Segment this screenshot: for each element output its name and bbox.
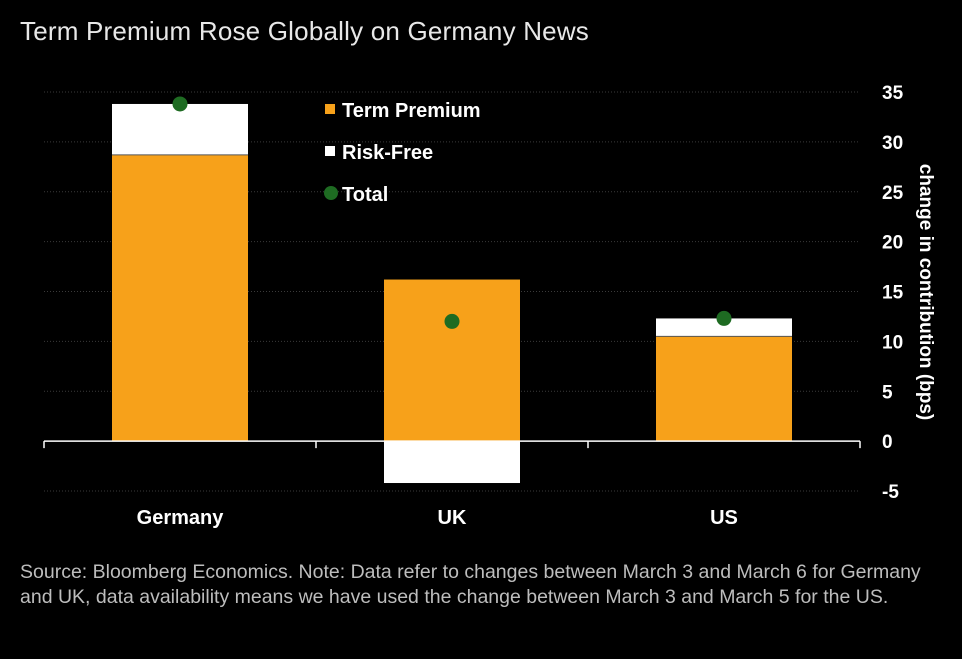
y-axis: 35 30 25 20 15 10 5 0 -5 (43, 83, 904, 503)
legend: Term Premium Risk-Free Total (324, 100, 481, 206)
y-tick-label: 15 (882, 283, 904, 304)
term-premium-bar (384, 279, 520, 442)
x-tick-label: Germany (137, 507, 225, 529)
source-note: Source: Bloomberg Economics. Note: Data … (20, 561, 921, 608)
risk-free-bar (656, 318, 792, 337)
chart-title: Term Premium Rose Globally on Germany Ne… (20, 16, 590, 46)
total-dots (172, 96, 732, 329)
legend-label: Term Premium (342, 100, 481, 122)
y-tick-label: 0 (882, 432, 893, 453)
legend-marker (325, 104, 335, 114)
legend-label: Risk-Free (342, 142, 433, 164)
legend-label: Total (342, 184, 388, 206)
x-tick-label: UK (438, 507, 467, 529)
legend-marker (325, 146, 335, 156)
y-tick-label: 5 (882, 382, 893, 403)
x-tick-label: US (710, 507, 738, 529)
y-tick-label: -5 (882, 482, 899, 503)
total-dot (172, 96, 188, 112)
y-tick-label: 30 (882, 133, 903, 154)
term-premium-bar (656, 336, 792, 442)
y-tick-label: 25 (882, 183, 904, 204)
y-tick-label: 35 (882, 83, 904, 104)
bars (112, 103, 792, 484)
term-premium-bar (112, 154, 248, 442)
y-tick-label: 20 (882, 233, 903, 254)
total-dot (444, 313, 460, 329)
risk-free-bar (384, 441, 520, 484)
y-axis-label: change in contribution (bps) (915, 164, 936, 420)
total-dot (716, 310, 732, 326)
legend-marker-total (324, 186, 338, 200)
x-axis: Germany UK US (137, 507, 738, 529)
y-tick-label: 10 (882, 332, 903, 353)
bar-chart: 35 30 25 20 15 10 5 0 -5 Germany UK US Term Premiu… (43, 83, 936, 529)
risk-free-bar (112, 103, 248, 155)
